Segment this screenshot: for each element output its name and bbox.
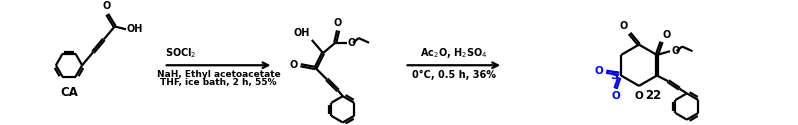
Text: O: O	[662, 30, 670, 40]
Text: 22: 22	[645, 89, 662, 102]
Text: O: O	[611, 92, 620, 102]
Text: O: O	[595, 66, 603, 76]
Text: 0°C, 0.5 h, 36%: 0°C, 0.5 h, 36%	[412, 70, 496, 80]
Text: S: S	[610, 70, 618, 81]
Text: NaH, Ethyl acetoacetate: NaH, Ethyl acetoacetate	[156, 70, 280, 79]
Text: CA: CA	[60, 86, 78, 99]
Text: O: O	[290, 60, 298, 70]
Text: Ac$_2$O, H$_2$SO$_4$: Ac$_2$O, H$_2$SO$_4$	[420, 46, 488, 60]
Text: OH: OH	[294, 28, 310, 38]
Text: SOCl$_2$: SOCl$_2$	[165, 46, 196, 60]
Text: THF, ice bath, 2 h, 55%: THF, ice bath, 2 h, 55%	[160, 78, 277, 87]
Text: O: O	[634, 90, 643, 101]
Text: O: O	[672, 46, 680, 56]
Text: O: O	[102, 2, 110, 12]
Text: O: O	[619, 20, 628, 30]
Text: O: O	[334, 18, 342, 28]
Text: OH: OH	[127, 24, 144, 34]
Text: O: O	[347, 38, 356, 48]
